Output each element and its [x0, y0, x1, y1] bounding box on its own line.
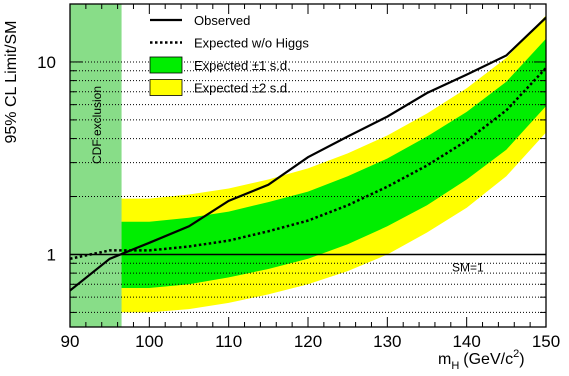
x-axis-title-units: (GeV/c — [463, 351, 513, 368]
x-tick-label: 100 — [135, 332, 163, 351]
exclusion-region — [70, 4, 122, 327]
series-expected-line — [70, 67, 546, 261]
x-tick-label: 110 — [215, 332, 242, 351]
x-tick-label: 90 — [61, 332, 80, 351]
band-1sigma — [70, 38, 546, 292]
legend-swatch-2sigma — [149, 79, 183, 96]
y-axis-title: 95% CL Limit/SM — [3, 21, 20, 144]
x-tick-label: 150 — [532, 332, 560, 351]
x-tick-label: 130 — [373, 332, 401, 351]
x-axis-title: mH (GeV/c2) — [438, 348, 525, 372]
legend-label: Expected ±2 s.d. — [194, 81, 291, 96]
x-tick-label: 140 — [452, 332, 480, 351]
series-observed-line — [70, 16, 546, 292]
legend-label: Observed — [194, 13, 250, 28]
x-tick-label: 120 — [294, 332, 322, 351]
reference-line-label: SM=1 — [452, 260, 484, 274]
exclusion-label: CDF exclusion — [90, 86, 104, 164]
legend-label: Expected ±1 s.d. — [194, 58, 291, 73]
legend-label: Expected w/o Higgs — [194, 36, 309, 51]
legend: Observed Expected w/o Higgs Expected ±1 s.… — [149, 13, 309, 96]
x-axis-title-sub: H — [451, 360, 459, 372]
legend-swatch-1sigma — [149, 56, 183, 74]
plot-area — [70, 4, 546, 327]
y-tick-label: 10 — [37, 53, 56, 72]
x-axis-title-main: m — [438, 351, 451, 368]
y-tick-label: 1 — [47, 245, 56, 264]
x-axis-title-close: ) — [519, 351, 524, 368]
x-axis-title-sup: 2 — [513, 348, 519, 360]
